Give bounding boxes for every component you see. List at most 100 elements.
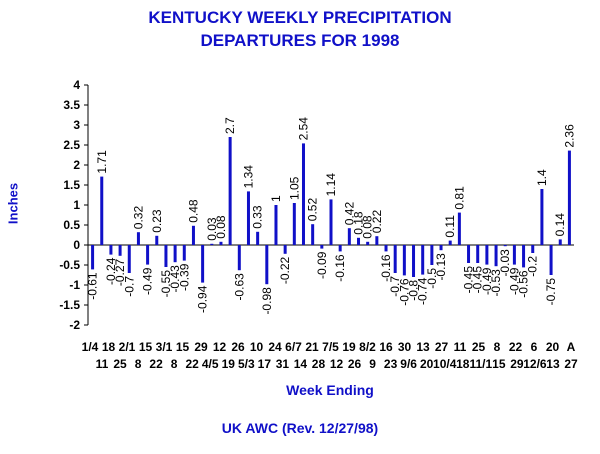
data-label: 2.36 [562,124,576,148]
bar [182,245,186,261]
data-label: -0.45 [471,266,485,294]
x-tick-label: 22 [186,357,200,371]
data-label: -0.13 [434,253,448,281]
data-label: 0.22 [370,210,384,234]
bar [347,228,351,245]
x-tick-label: 20 [546,340,560,354]
y-tick-label: 1 [73,198,80,212]
data-label: -0.22 [278,256,292,284]
x-tick-label: 11 [96,357,109,371]
x-tick-label: 13 [416,340,430,354]
bar [366,241,370,245]
x-tick-label: 16 [379,340,393,354]
y-tick-label: 1.5 [63,178,80,192]
data-label: -0.55 [159,270,173,298]
data-label: 0.42 [342,202,356,226]
bar [522,245,526,268]
y-tick-label: 0 [73,238,80,252]
footer-credit: UK AWC (Rev. 12/27/98) [221,420,379,436]
y-tick-label: 2 [73,158,80,172]
x-tick-label: 8 [171,357,178,371]
data-label: 0.03 [205,217,219,241]
bar [118,245,122,256]
bar [448,240,452,245]
bar [485,245,489,265]
bar [430,245,434,265]
x-tick-label: 11 [454,340,467,354]
data-label: -0.45 [462,266,476,294]
x-tick-label: 28 [312,357,326,371]
bar [567,150,571,245]
data-label: 0.08 [214,215,228,239]
y-tick-label: 0.5 [63,218,80,232]
data-label: -0.56 [517,270,531,298]
bar [155,235,159,245]
x-tick-label: 8 [135,357,142,371]
bar [91,245,95,270]
bar [476,245,480,263]
data-label: 0.23 [150,209,164,233]
x-tick-label: 12 [213,340,227,354]
x-tick-label: 9 [369,357,376,371]
x-tick-label: 8 [494,340,501,354]
bar [201,245,205,283]
data-label: 1.4 [535,169,549,186]
x-tick-label: 15 [176,340,190,354]
x-tick-label: 29 [510,357,524,371]
data-label: -0.16 [379,254,393,282]
data-label: 1.71 [95,150,109,174]
y-tick-label: 2.5 [63,138,80,152]
bar [393,245,397,273]
data-label: 0.81 [452,186,466,210]
x-tick-label: 12 [330,357,344,371]
y-tick-label: -2 [69,318,80,332]
data-label: -0.75 [544,278,558,306]
bar [357,237,361,245]
y-tick-label: -1 [69,278,80,292]
data-label: 0.52 [306,198,320,222]
bar [558,239,562,245]
data-label: -0.94 [196,285,210,313]
data-label: 0.08 [361,215,375,239]
data-label: 1.05 [287,176,301,200]
x-tick-label: 11/1 [469,357,492,371]
data-label: -0.61 [86,272,100,300]
data-label: 0.32 [131,206,145,230]
bar [246,191,250,245]
bar [146,245,150,265]
x-tick-label: 26 [348,357,362,371]
bar [384,245,388,252]
data-label: -0.49 [141,267,155,295]
x-tick-label: 22 [509,340,523,354]
bar [549,245,553,275]
bar [265,245,269,285]
bar [100,176,104,245]
data-label: 0.14 [553,213,567,237]
bar [228,137,232,245]
bar [421,245,425,275]
bar [503,245,507,247]
x-tick-label: 3/1 [156,340,173,354]
y-tick-label: 3.5 [63,98,80,112]
bar [210,243,214,245]
x-tick-label: 25 [472,340,486,354]
data-label: -0.53 [489,269,503,297]
bar [457,212,461,245]
bar [329,199,333,245]
data-label: -0.03 [498,249,512,277]
bar [283,245,287,254]
bar [375,236,379,245]
x-tick-label: 2/1 [119,340,136,354]
bar [402,245,406,276]
data-label: -0.5 [425,268,439,289]
bar [292,203,296,245]
data-label: -0.24 [104,257,118,285]
data-label: -0.8 [407,280,421,301]
bar [219,241,223,245]
data-label: -0.09 [315,251,329,279]
data-label: 2.7 [223,117,237,134]
data-label: -0.76 [397,278,411,306]
data-label: 2.54 [296,117,310,141]
bar [136,232,140,245]
